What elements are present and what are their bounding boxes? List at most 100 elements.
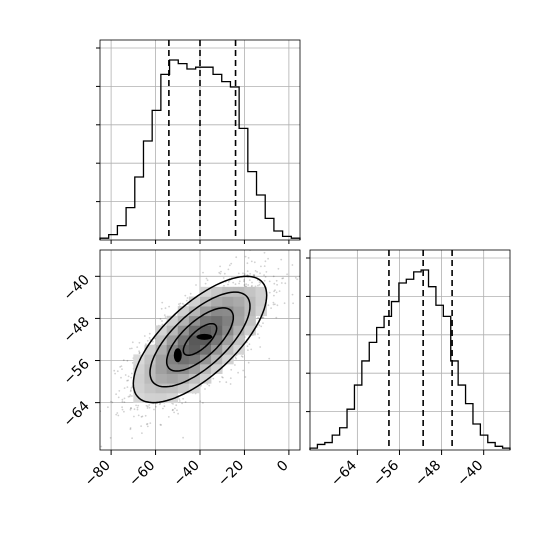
scatter-point — [173, 411, 176, 414]
scatter-point — [237, 371, 240, 374]
density-cell — [244, 315, 256, 326]
density-cell — [133, 354, 145, 365]
scatter-point — [177, 412, 180, 415]
density-cell — [222, 354, 234, 365]
scatter-point — [253, 261, 256, 264]
contour-line — [182, 322, 218, 357]
scatter-point — [133, 408, 136, 411]
scatter-point — [187, 303, 190, 306]
scatter-point — [291, 293, 294, 296]
scatter-point — [144, 414, 147, 417]
scatter-point — [148, 332, 151, 335]
scatter-point — [258, 337, 261, 339]
density-cell — [155, 383, 167, 394]
density-cell — [177, 335, 190, 346]
scatter-point — [242, 272, 244, 275]
scatter-point — [219, 272, 222, 275]
scatter-point — [130, 347, 133, 350]
scatter-point — [208, 384, 211, 387]
scatter-point — [234, 283, 237, 286]
density-cell — [166, 315, 179, 326]
density-cell — [244, 286, 256, 297]
scatter-point — [250, 260, 253, 263]
density-cell — [211, 315, 223, 326]
histogram-right-steps — [309, 269, 511, 450]
scatter-point — [259, 272, 261, 275]
scatter-point — [277, 267, 280, 270]
scatter-point — [115, 393, 117, 396]
scatter-point — [229, 377, 232, 380]
scatter-point — [247, 257, 250, 259]
scatter-point — [270, 307, 272, 309]
y-tick-label: −56 — [61, 356, 93, 388]
scatter-point — [273, 294, 275, 297]
density-cell — [155, 325, 167, 336]
density-cell — [211, 296, 223, 307]
scatter-point — [174, 407, 176, 410]
scatter-point — [129, 390, 132, 393]
density-cell — [177, 315, 190, 326]
density-cell — [233, 315, 245, 326]
density-cell — [255, 306, 267, 317]
scatter-point — [100, 445, 103, 448]
scatter-point — [117, 414, 120, 417]
scatter-point — [111, 401, 114, 404]
scatter-point — [133, 415, 135, 418]
scatter-point — [222, 277, 225, 279]
scatter-point — [199, 400, 202, 403]
density-cell — [166, 392, 179, 403]
density-cell — [177, 306, 190, 317]
scatter-point — [140, 425, 143, 427]
scatter-point — [243, 279, 246, 281]
scatter-point — [219, 265, 222, 268]
scatter-point — [257, 316, 259, 319]
scatter-point — [122, 359, 125, 362]
scatter-point — [151, 340, 154, 343]
scatter-point — [247, 284, 250, 286]
scatter-point — [257, 284, 259, 287]
scatter-point — [123, 397, 126, 400]
scatter-point — [276, 304, 279, 307]
density-cell — [155, 392, 167, 403]
density-cell — [211, 364, 223, 374]
density-cell — [222, 286, 234, 297]
scatter-point — [202, 271, 204, 274]
scatter-point — [127, 379, 130, 382]
scatter-point — [222, 376, 224, 379]
density-cell — [155, 354, 167, 365]
scatter-point — [234, 356, 237, 359]
density-cell — [144, 373, 156, 384]
density-cell — [144, 392, 156, 403]
scatter-point — [148, 406, 151, 409]
density-cell — [200, 335, 212, 346]
density-peak — [173, 348, 182, 363]
scatter-point — [244, 376, 247, 378]
scatter-point — [138, 350, 141, 353]
density-cell — [211, 344, 223, 355]
scatter-point — [262, 316, 265, 319]
scatter-point — [189, 292, 192, 295]
scatter-point — [205, 277, 208, 280]
density-cell — [233, 296, 245, 307]
scatter-point — [272, 275, 275, 278]
scatter-point — [109, 437, 112, 439]
scatter-point — [263, 279, 266, 282]
scatter-point — [176, 409, 178, 412]
x-tick-label: −40 — [171, 458, 203, 490]
density-cell — [255, 286, 267, 297]
density-cell — [188, 344, 201, 355]
scatter-point — [146, 425, 149, 428]
scatter-point — [291, 264, 294, 266]
scatter-point — [263, 265, 266, 267]
scatter-point — [130, 389, 132, 391]
scatter-point — [114, 372, 116, 375]
scatter-point — [284, 282, 287, 285]
density-cell — [188, 325, 201, 336]
scatter-point — [129, 407, 132, 410]
scatter-point — [264, 260, 267, 263]
density-cell — [155, 364, 167, 374]
scatter-point — [234, 364, 236, 366]
density-cell — [200, 373, 212, 384]
scatter-point — [227, 268, 230, 271]
